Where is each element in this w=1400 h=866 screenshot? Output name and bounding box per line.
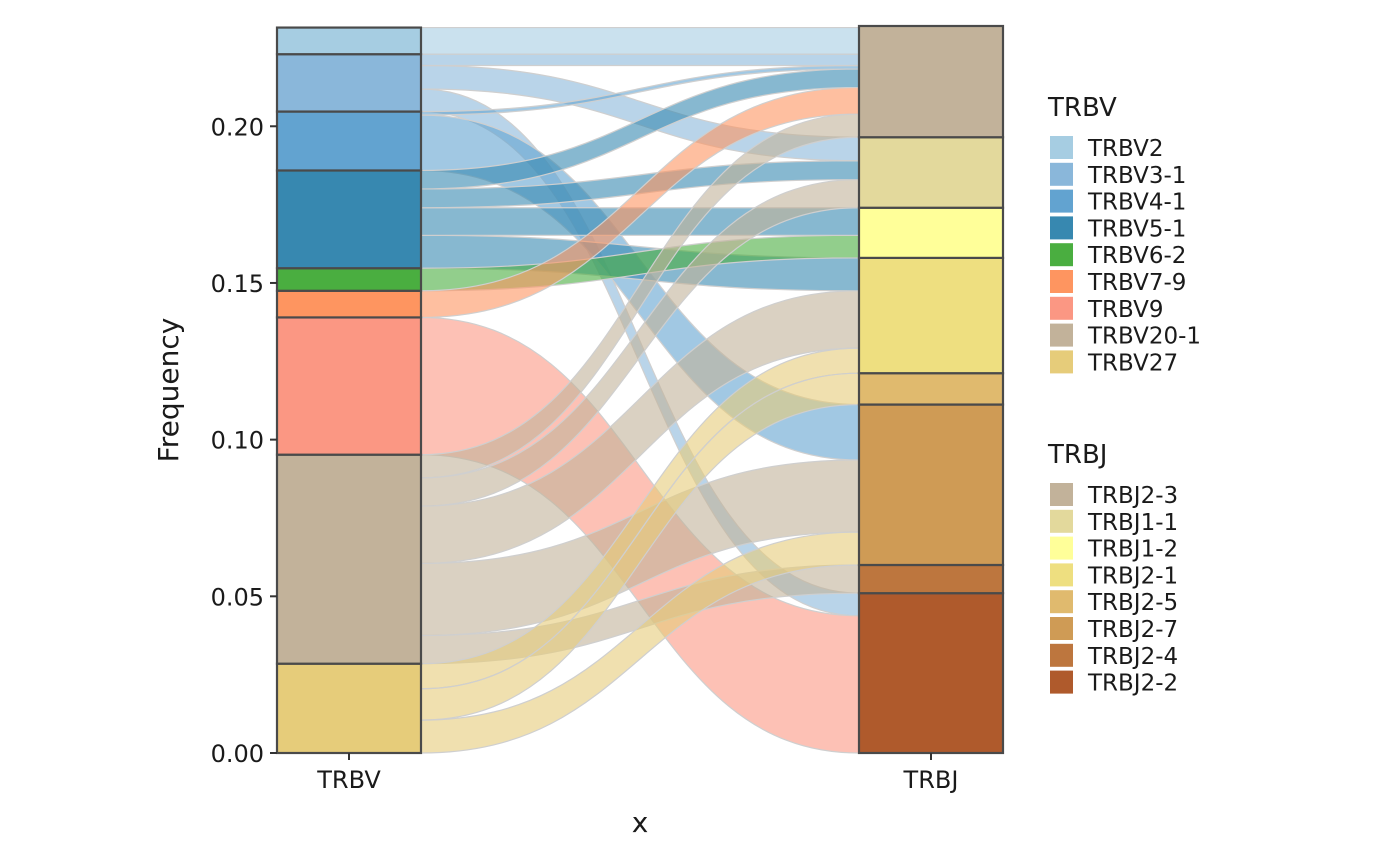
stratum-layer — [275, 24, 1005, 755]
flow-trbv2-to-trbj2-3 — [420, 26, 860, 55]
x-axis-label: x — [632, 806, 649, 839]
stratum-trbv3-1 — [275, 53, 423, 113]
legend-label: TRBV7-9 — [1087, 270, 1186, 296]
legend-label: TRBJ2-7 — [1087, 617, 1178, 643]
legend-swatch — [1050, 643, 1073, 667]
legend-label: TRBV3-1 — [1087, 163, 1186, 189]
y-tick-label: 0.05 — [211, 583, 264, 611]
legend-label: TRBJ1-2 — [1087, 537, 1178, 563]
y-tick-label: 0.15 — [211, 270, 264, 298]
legend-label: TRBJ2-3 — [1087, 483, 1178, 509]
legend-swatch — [1050, 483, 1073, 506]
legend-swatch — [1050, 563, 1073, 587]
legend-swatch — [1050, 590, 1073, 614]
y-axis: 0.00 0.05 0.10 0.15 0.20 — [211, 113, 277, 768]
legend-label: TRBJ2-5 — [1087, 590, 1178, 616]
stratum-trbj1-2 — [857, 206, 1005, 259]
legend-swatch — [1050, 136, 1073, 159]
stratum-trbj2-4 — [857, 563, 1005, 595]
flow-layer — [420, 26, 860, 754]
legend-label: TRBV27 — [1087, 350, 1178, 376]
legend-title: TRBV — [1047, 93, 1117, 123]
x-tick-label: TRBV — [316, 766, 381, 794]
y-tick-label: 0.10 — [211, 427, 264, 455]
legend-swatch — [1050, 270, 1073, 293]
y-axis-label: Frequency — [152, 318, 185, 463]
legend-swatch — [1050, 243, 1073, 267]
x-tick-label: TRBJ — [903, 766, 959, 794]
legend-swatch — [1050, 350, 1073, 374]
legend-swatch — [1050, 189, 1073, 213]
legend-label: TRBJ2-4 — [1087, 644, 1178, 670]
legend: TRBVTRBV2TRBV3-1TRBV4-1TRBV5-1TRBV6-2TRB… — [1047, 93, 1201, 697]
legend-title: TRBJ — [1047, 440, 1107, 470]
legend-swatch — [1050, 509, 1073, 533]
stratum-trbj2-1 — [857, 256, 1005, 375]
stratum-trbv5-1 — [275, 169, 423, 270]
legend-label: TRBV4-1 — [1087, 190, 1186, 216]
legend-label: TRBV5-1 — [1087, 216, 1186, 242]
legend-label: TRBV9 — [1087, 297, 1163, 323]
stratum-trbv27 — [275, 662, 423, 755]
stratum-trbv6-2 — [275, 267, 423, 292]
y-tick-label: 0.20 — [211, 113, 264, 141]
legend-label: TRBV20-1 — [1087, 324, 1201, 350]
legend-label: TRBJ1-1 — [1087, 510, 1178, 536]
legend-swatch — [1050, 670, 1073, 694]
y-tick-label: 0.00 — [211, 740, 264, 768]
x-axis: TRBV TRBJ — [316, 753, 958, 794]
legend-swatch — [1050, 617, 1073, 640]
legend-swatch — [1050, 536, 1073, 560]
stratum-trbv7-9 — [275, 289, 423, 319]
stratum-trbv2 — [275, 26, 423, 56]
flow-trbv3-1-to-trbj2-3 — [420, 53, 860, 67]
stratum-trbj2-5 — [857, 372, 1005, 406]
legend-swatch — [1050, 296, 1073, 320]
legend-label: TRBJ2-2 — [1087, 671, 1178, 697]
legend-swatch — [1050, 323, 1073, 347]
stratum-trbv4-1 — [275, 110, 423, 172]
legend-label: TRBJ2-1 — [1087, 563, 1178, 589]
legend-swatch — [1050, 216, 1073, 240]
stratum-trbj2-7 — [857, 403, 1005, 567]
stratum-trbj2-2 — [857, 592, 1005, 755]
legend-label: TRBV6-2 — [1087, 243, 1186, 269]
stratum-trbj2-3 — [857, 24, 1005, 139]
stratum-trbv20-1 — [275, 453, 423, 665]
legend-swatch — [1050, 162, 1073, 186]
stratum-trbv9 — [275, 316, 423, 456]
legend-label: TRBV2 — [1087, 136, 1163, 162]
stratum-trbj1-1 — [857, 136, 1005, 209]
